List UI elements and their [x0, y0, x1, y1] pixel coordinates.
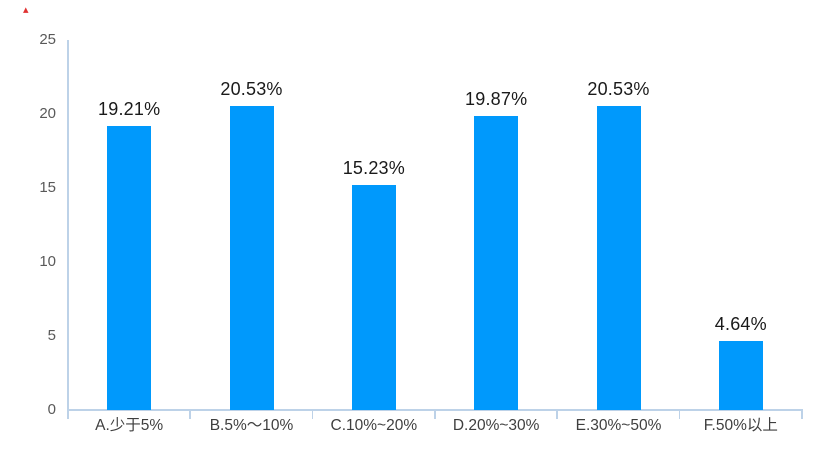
- x-axis-tick: [556, 410, 558, 419]
- bar-value-label: 20.53%: [220, 79, 283, 100]
- bar-value-label: 19.87%: [465, 88, 528, 109]
- x-category-label: F.50%以上: [703, 417, 778, 434]
- x-category-label: D.20%~30%: [452, 417, 540, 434]
- bar: [718, 341, 763, 410]
- x-category-label: A.少于5%: [95, 417, 164, 434]
- x-category-label: C.10%~20%: [330, 417, 418, 434]
- bar: [474, 115, 519, 410]
- bar: [351, 184, 396, 410]
- x-axis-tick: [801, 410, 803, 419]
- y-tick-label: 10: [39, 253, 56, 270]
- bar: [596, 106, 641, 410]
- y-tick-label: 15: [39, 179, 56, 196]
- x-category-label: E.30%~50%: [575, 417, 662, 434]
- x-category-label: B.5%～10%: [209, 417, 294, 434]
- x-axis-tick: [189, 410, 191, 419]
- x-axis-tick: [678, 410, 681, 419]
- y-tick-label: 20: [39, 105, 56, 122]
- bar: [229, 106, 274, 410]
- bar-value-label: 15.23%: [342, 157, 405, 178]
- y-tick-label: 5: [47, 327, 56, 344]
- bar-value-label: 20.53%: [587, 79, 650, 100]
- y-axis-line: [67, 40, 69, 419]
- bar-value-label: 19.21%: [98, 98, 161, 119]
- x-axis-tick: [434, 410, 436, 419]
- bar-value-label: 4.64%: [714, 314, 767, 335]
- x-axis-tick: [311, 410, 314, 419]
- y-tick-label: 25: [39, 31, 56, 48]
- y-tick-label: 0: [47, 401, 56, 418]
- corner-mark: ▴: [23, 4, 29, 16]
- x-axis-line: [67, 409, 803, 411]
- bar: [107, 125, 152, 410]
